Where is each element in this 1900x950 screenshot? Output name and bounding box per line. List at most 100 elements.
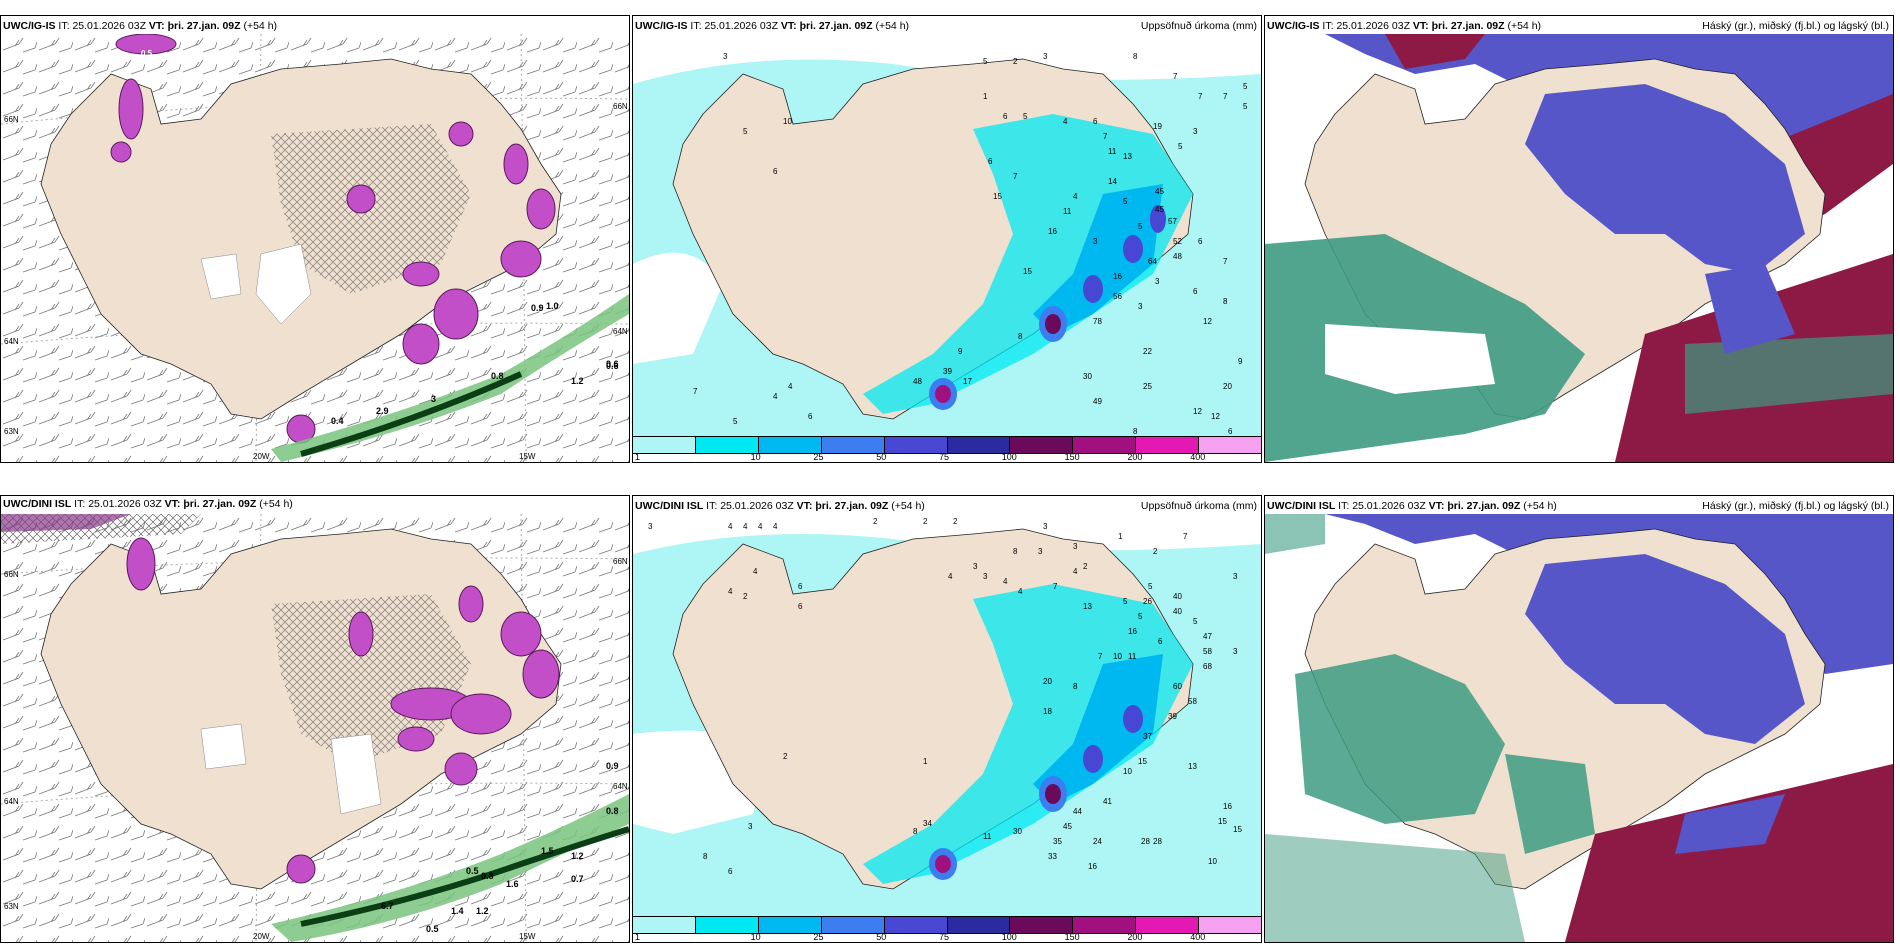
svg-text:41: 41 (1103, 797, 1112, 806)
svg-text:6: 6 (808, 412, 813, 421)
svg-text:0.4: 0.4 (331, 416, 344, 426)
colorbar-tick-label: 50 (876, 452, 887, 462)
svg-text:3: 3 (1038, 547, 1043, 556)
vt-value: þri. 27.jan. 09Z (1431, 20, 1505, 32)
svg-text:0.7: 0.7 (571, 874, 584, 884)
svg-text:16: 16 (1048, 227, 1057, 236)
svg-text:4: 4 (1073, 192, 1078, 201)
svg-text:15: 15 (1138, 757, 1147, 766)
precip-cores (929, 705, 1143, 880)
svg-text:3: 3 (1043, 522, 1048, 531)
lat-label: 64N (4, 337, 19, 346)
svg-text:78: 78 (1093, 317, 1102, 326)
precip-blobs (126, 537, 560, 884)
colorbar-swatch (1199, 437, 1261, 453)
wind-precip-map: 0.9 0.8 0.5 0.8 1.6 1.5 0.7 1.2 6.7 1.4 … (1, 514, 629, 942)
colorbar-swatches (633, 436, 1261, 454)
svg-text:52: 52 (1173, 237, 1182, 246)
svg-text:28: 28 (1153, 837, 1162, 846)
precip-blobs (110, 34, 556, 444)
svg-text:30: 30 (1083, 372, 1092, 381)
it-label: IT: (1338, 500, 1350, 512)
svg-text:8: 8 (1018, 332, 1023, 341)
svg-text:1.2: 1.2 (476, 906, 489, 916)
svg-text:7: 7 (1223, 257, 1228, 266)
svg-text:5: 5 (1193, 617, 1198, 626)
it-value: 25.01.2026 03Z (88, 498, 162, 510)
svg-text:64: 64 (1148, 257, 1157, 266)
colorbar-tick-label: 1 (635, 452, 641, 462)
map-panel-top-left: UWC/IG-IS IT: 25.01.2026 03Z VT: þri. 27… (0, 15, 630, 463)
svg-text:5: 5 (1023, 112, 1028, 121)
svg-text:3: 3 (1043, 52, 1048, 61)
panel-header: UWC/DINI ISL IT: 25.01.2026 03Z VT: þri.… (3, 498, 625, 526)
svg-text:0.8: 0.8 (491, 371, 504, 381)
svg-text:1.5: 1.5 (541, 846, 554, 856)
panel-title: Háský (gr.), miðský (fj.bl.) og lágský (… (1702, 500, 1889, 512)
panel-title: Háský (gr.), miðský (fj.bl.) og lágský (… (1702, 20, 1889, 32)
svg-text:5: 5 (733, 417, 738, 426)
it-value: 25.01.2026 03Z (1352, 500, 1426, 512)
svg-text:25: 25 (1143, 382, 1152, 391)
svg-text:7: 7 (693, 387, 698, 396)
model-name: UWC/IG-IS (1267, 20, 1320, 32)
svg-text:3: 3 (1093, 237, 1098, 246)
svg-text:0.5: 0.5 (141, 49, 153, 58)
vt-label: VT: (164, 498, 181, 510)
svg-text:1.6: 1.6 (506, 879, 519, 889)
svg-text:6: 6 (1003, 112, 1008, 121)
svg-text:11: 11 (983, 832, 992, 841)
svg-text:8: 8 (1133, 52, 1138, 61)
svg-text:4: 4 (788, 382, 793, 391)
colorbar-swatch (695, 437, 759, 453)
cloud-map (1265, 34, 1893, 462)
colorbar-tick-label: 200 (1127, 932, 1143, 942)
model-name: UWC/DINI ISL (635, 500, 704, 512)
it-label: IT: (58, 20, 70, 32)
vt-value: þri. 27.jan. 09Z (183, 498, 257, 510)
svg-text:3: 3 (1193, 127, 1198, 136)
svg-text:4: 4 (1018, 587, 1023, 596)
svg-text:3: 3 (723, 52, 728, 61)
svg-text:30: 30 (1013, 827, 1022, 836)
svg-text:47: 47 (1203, 632, 1212, 641)
svg-text:5: 5 (1148, 582, 1153, 591)
it-value: 25.01.2026 03Z (720, 500, 794, 512)
colorbar: 1 10 25 50 75 100 150 200 400 (633, 916, 1261, 942)
svg-text:1.2: 1.2 (571, 851, 584, 861)
colorbar-swatch (884, 437, 948, 453)
wind-jet-band (271, 294, 629, 462)
svg-text:12: 12 (1203, 317, 1212, 326)
svg-text:6.7: 6.7 (381, 901, 394, 911)
svg-text:20: 20 (1043, 677, 1052, 686)
svg-text:39: 39 (1168, 712, 1177, 721)
colorbar-ticks: 1 10 25 50 75 100 150 200 400 (633, 932, 1261, 942)
svg-text:4: 4 (753, 567, 758, 576)
svg-text:3: 3 (1155, 277, 1160, 286)
svg-text:1: 1 (983, 92, 988, 101)
colorbar-swatches (633, 916, 1261, 934)
svg-text:13: 13 (1123, 152, 1132, 161)
svg-text:0.5: 0.5 (466, 866, 479, 876)
svg-text:3: 3 (1073, 542, 1078, 551)
svg-text:0.5: 0.5 (426, 924, 439, 934)
panel-title: Uppsöfnuð úrkoma (mm) (1140, 20, 1257, 32)
colorbar-swatch (1010, 437, 1074, 453)
wind-jet-band (271, 794, 629, 942)
vt-label: VT: (1428, 500, 1445, 512)
colorbar-tick-label: 400 (1190, 452, 1206, 462)
vt-value: þri. 27.jan. 09Z (815, 500, 889, 512)
svg-text:1: 1 (1118, 532, 1123, 541)
svg-text:48: 48 (913, 377, 922, 386)
it-label: IT: (690, 20, 702, 32)
lead-time: (+54 h) (243, 20, 278, 32)
colorbar-tick-label: 150 (1064, 452, 1080, 462)
svg-text:6: 6 (988, 157, 993, 166)
svg-text:7: 7 (1173, 72, 1178, 81)
model-name: UWC/IG-IS (635, 20, 688, 32)
map-panel-top-right: UWC/IG-IS IT: 25.01.2026 03Z VT: þri. 27… (1264, 15, 1894, 463)
svg-text:13: 13 (1083, 602, 1092, 611)
svg-text:8: 8 (1013, 547, 1018, 556)
panel-header: UWC/DINI ISL IT: 25.01.2026 03Z VT: þri.… (635, 498, 1257, 514)
colorbar-tick-label: 150 (1064, 932, 1080, 942)
